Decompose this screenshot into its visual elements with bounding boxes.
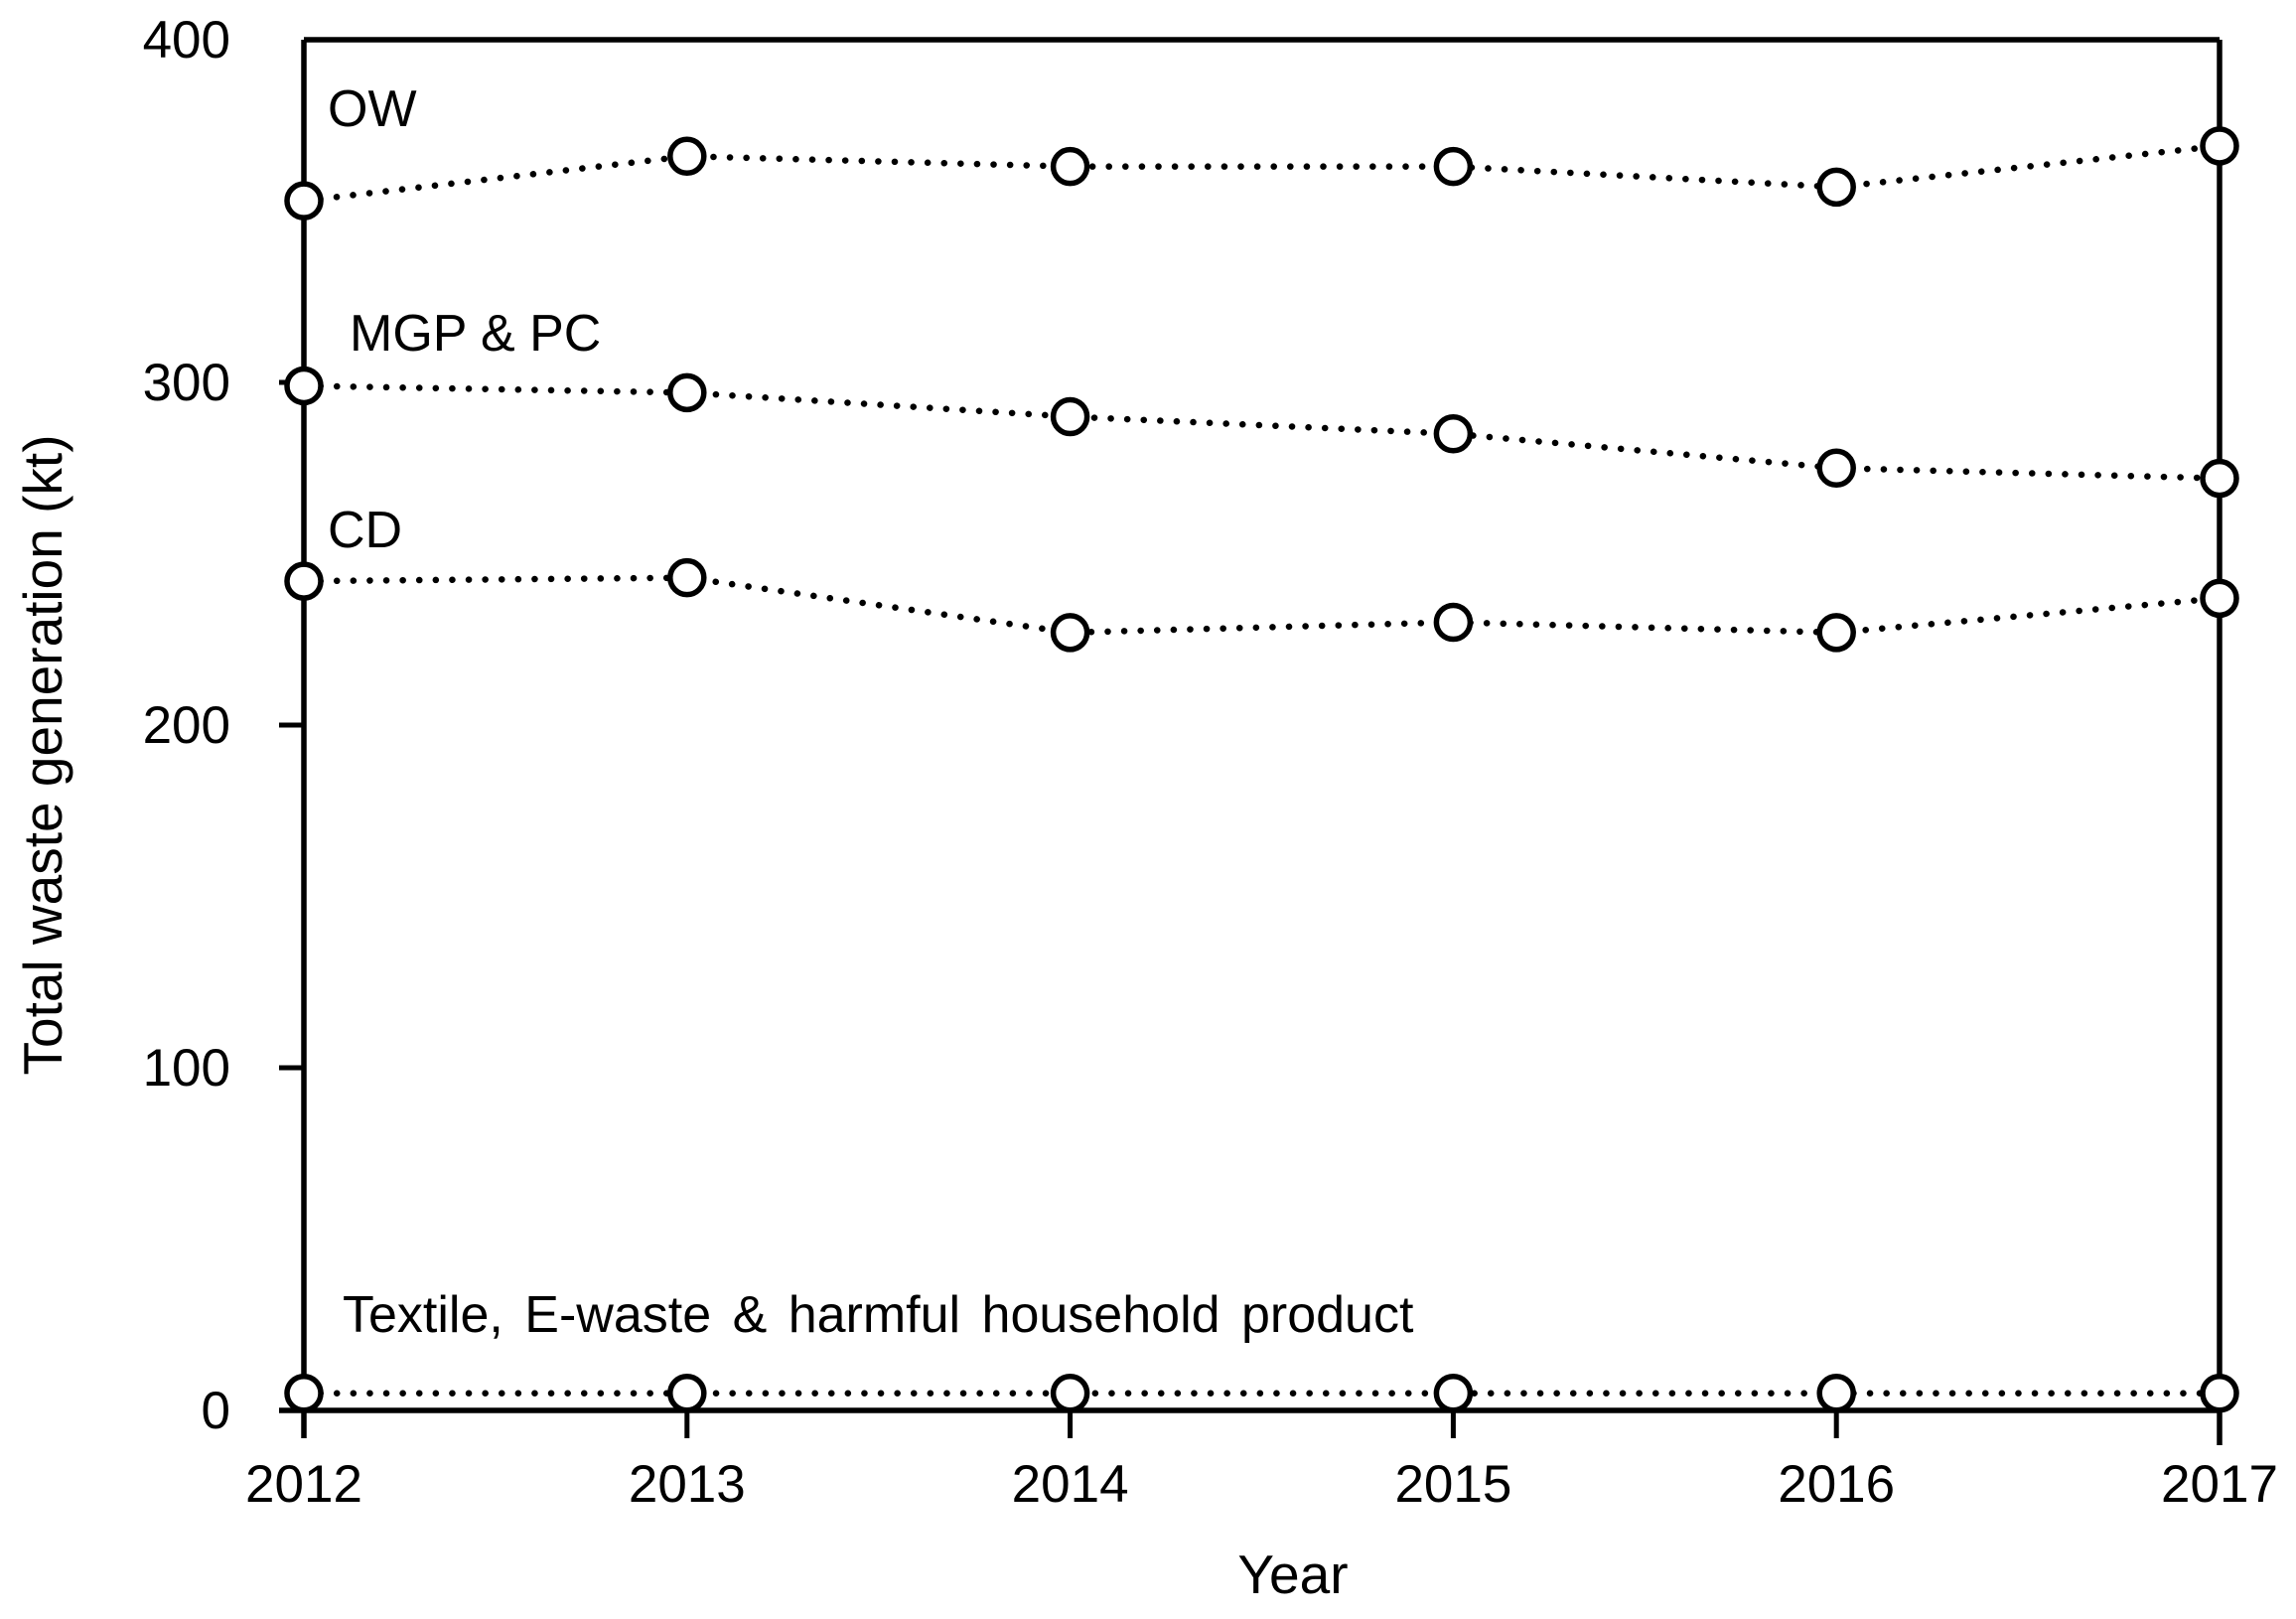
data-point-textile-2015 (1433, 1374, 1474, 1413)
data-series-layer (284, 126, 2239, 1413)
data-point-textile-2017 (2200, 1374, 2239, 1413)
y-tick-label-300: 300 (143, 354, 230, 412)
data-point-ow-2013 (667, 136, 707, 177)
axes-frame (279, 37, 2223, 1445)
series-label-cd: CD (328, 502, 402, 559)
x-tick-label-2017: 2017 (2161, 1455, 2278, 1514)
series-line-cd (300, 574, 2224, 637)
data-point-mgp-pc-2017 (2200, 458, 2239, 499)
y-tick-label-100: 100 (143, 1039, 230, 1098)
series-label-ow: OW (328, 80, 417, 138)
x-tick-label-2012: 2012 (245, 1455, 362, 1514)
data-point-textile-2012 (284, 1374, 324, 1413)
x-tick-label-2014: 2014 (1012, 1455, 1129, 1514)
data-point-textile-2016 (1816, 1374, 1856, 1413)
data-point-cd-2015 (1433, 602, 1474, 643)
data-point-ow-2016 (1816, 167, 1856, 208)
data-point-cd-2012 (284, 561, 324, 601)
data-point-mgp-pc-2015 (1433, 414, 1474, 454)
data-point-cd-2013 (667, 557, 707, 598)
data-point-cd-2016 (1816, 613, 1856, 653)
series-label-mgp-pc: MGP & PC (350, 305, 601, 363)
data-point-cd-2014 (1050, 613, 1090, 653)
data-point-textile-2013 (667, 1374, 707, 1413)
series-line-mgp-pc (300, 382, 2224, 482)
x-tick-label-2016: 2016 (1778, 1455, 1895, 1514)
data-point-ow-2017 (2200, 126, 2239, 166)
y-axis-title: Total waste generation (kt) (12, 434, 73, 1075)
series-label-textile-ewaste: Textile, E-waste & harmful household pro… (343, 1286, 1414, 1344)
data-point-mgp-pc-2012 (284, 366, 324, 406)
data-point-cd-2017 (2200, 578, 2239, 619)
data-point-ow-2012 (284, 181, 324, 221)
data-point-textile-2014 (1050, 1374, 1090, 1413)
data-point-ow-2015 (1433, 146, 1474, 187)
data-point-mgp-pc-2014 (1050, 396, 1090, 437)
axis-ticks (279, 379, 2223, 1438)
series-line-ow (300, 142, 2224, 205)
data-point-mgp-pc-2016 (1816, 448, 1856, 488)
y-tick-label-0: 0 (202, 1382, 230, 1440)
axis-tick-labels: 0 100 200 300 400 2012 2013 2014 2015 2016 2017 (143, 11, 2278, 1514)
y-tick-label-200: 200 (143, 696, 230, 755)
data-point-mgp-pc-2013 (667, 372, 707, 413)
x-tick-label-2013: 2013 (629, 1455, 746, 1514)
y-tick-label-400: 400 (143, 11, 230, 70)
data-point-ow-2014 (1050, 146, 1090, 187)
x-axis-title: Year (1237, 1544, 1348, 1605)
x-tick-label-2015: 2015 (1394, 1455, 1511, 1514)
